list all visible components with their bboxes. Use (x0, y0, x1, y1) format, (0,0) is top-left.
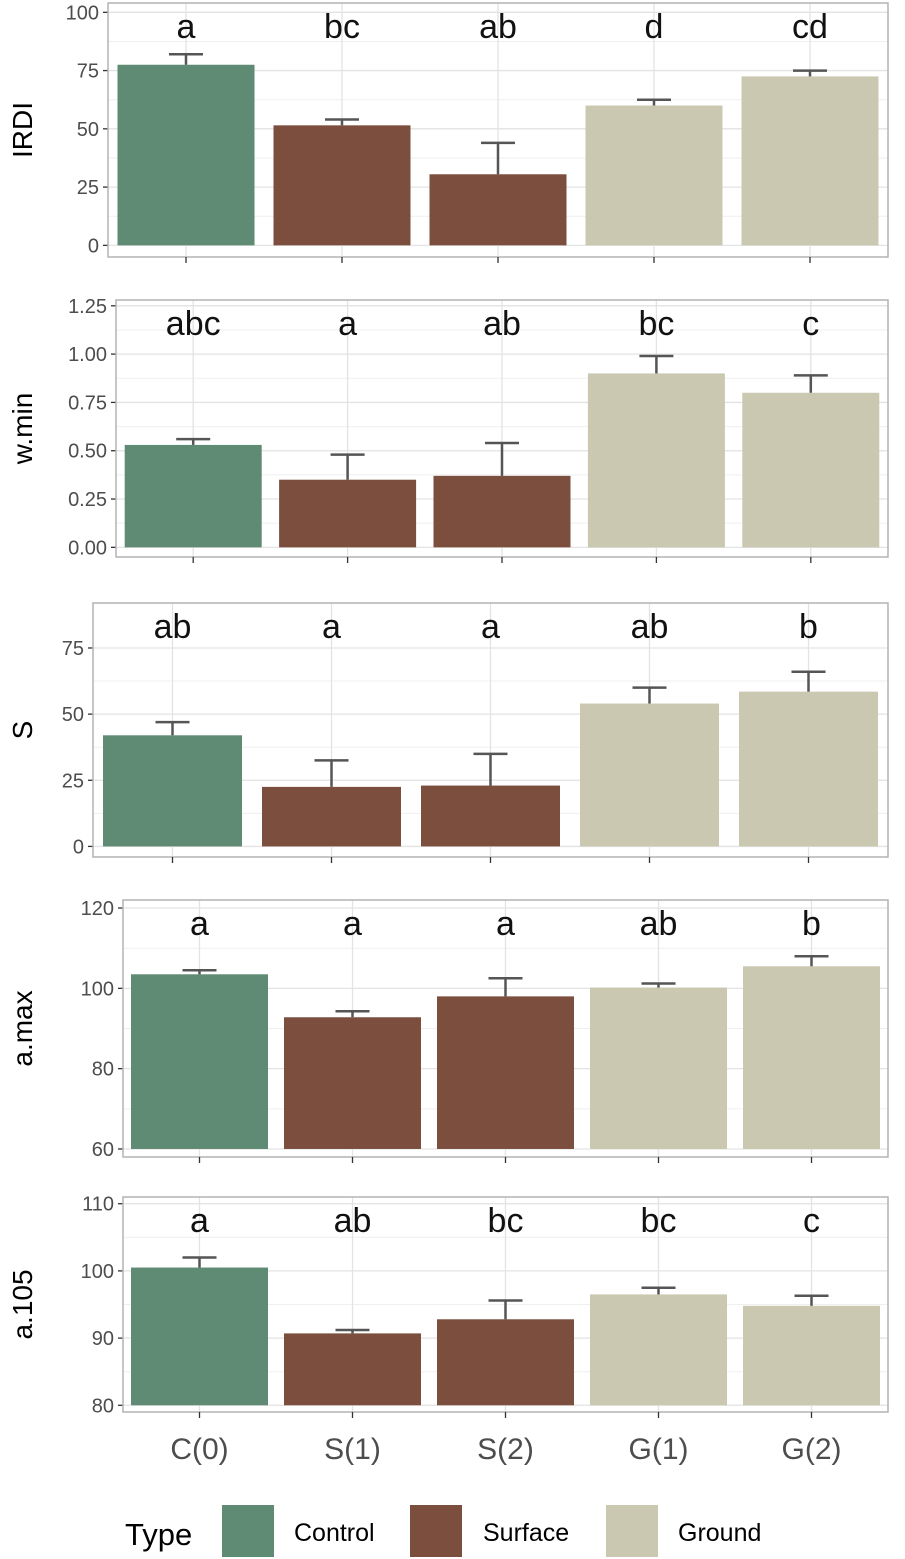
x-axis: C(0) S(1) S(2) G(1) G(2) (170, 1433, 841, 1466)
y-tick-label: 80 (92, 1059, 114, 1081)
significance-letter: b (799, 608, 818, 646)
legend-label-ground: Ground (678, 1519, 761, 1547)
significance-letter: c (802, 305, 819, 343)
bar-G(2) (743, 1305, 880, 1406)
significance-letter: a (338, 305, 357, 343)
y-axis-label: S (7, 721, 38, 740)
y-tick-label: 50 (77, 119, 99, 141)
legend-label-control: Control (294, 1519, 375, 1547)
significance-letter: ab (483, 305, 521, 343)
bar-C(0) (131, 1267, 268, 1406)
bar-G(2) (739, 691, 878, 847)
significance-letter: a (481, 608, 500, 646)
legend-swatch-ground (606, 1505, 658, 1557)
panel-a.max: 60 80 100 120 a a a ab b a.max (7, 898, 889, 1163)
legend-label-surface: Surface (483, 1519, 569, 1547)
panel-IRDI: 0 25 50 75 100 a bc ab d cd IRDI (7, 2, 889, 263)
bar-G(1) (590, 1294, 727, 1406)
y-tick-label: 0.50 (68, 441, 107, 463)
y-tick-label: 75 (77, 61, 99, 83)
significance-letter: ab (640, 905, 678, 943)
y-tick-label: 120 (81, 898, 114, 920)
y-tick-label: 1.00 (68, 344, 107, 366)
significance-letter: ab (479, 8, 517, 46)
significance-letter: abc (166, 305, 221, 343)
y-tick-label: 80 (92, 1395, 114, 1417)
y-tick-label: 25 (62, 770, 84, 792)
significance-letter: bc (488, 1202, 524, 1240)
bar-C(0) (131, 974, 268, 1149)
significance-letter: c (803, 1202, 820, 1240)
bar-S(2) (437, 996, 574, 1149)
significance-letter: a (190, 905, 209, 943)
x-tick-label: G(2) (782, 1433, 842, 1466)
y-tick-label: 75 (62, 638, 84, 660)
significance-letter: ab (154, 608, 192, 646)
bar-G(1) (590, 987, 727, 1149)
bar-S(2) (433, 475, 571, 548)
y-tick-label: 50 (62, 704, 84, 726)
x-tick-label: S(1) (324, 1433, 381, 1466)
bar-G(2) (743, 966, 880, 1149)
bar-S(1) (284, 1333, 421, 1406)
significance-letter: a (177, 8, 196, 46)
bar-C(0) (124, 444, 262, 548)
significance-letter: b (802, 905, 821, 943)
significance-letter: ab (631, 608, 669, 646)
bar-S(1) (284, 1017, 421, 1149)
bar-C(0) (117, 64, 255, 246)
y-tick-label: 1.25 (68, 296, 107, 318)
bar-G(1) (585, 105, 723, 246)
bar-G(2) (741, 76, 879, 246)
significance-letter: bc (641, 1202, 677, 1240)
significance-letter: a (322, 608, 341, 646)
legend-swatch-control (222, 1505, 274, 1557)
bar-S(2) (421, 785, 560, 847)
significance-letter: cd (792, 8, 828, 46)
bar-C(0) (103, 735, 242, 847)
bar-S(1) (279, 479, 417, 548)
significance-letter: bc (324, 8, 360, 46)
panel-a.105: 80 90 100 110 a ab bc bc c a.105 (7, 1194, 889, 1418)
y-axis-label: IRDI (7, 102, 38, 158)
bar-G(2) (742, 392, 880, 548)
bar-S(1) (273, 125, 411, 246)
bar-S(1) (262, 786, 401, 847)
x-tick-label: S(2) (477, 1433, 534, 1466)
legend-title: Type (125, 1517, 192, 1552)
significance-letter: ab (334, 1202, 372, 1240)
legend: Type Control Surface Ground (125, 1505, 761, 1557)
y-tick-label: 110 (82, 1194, 114, 1216)
bar-S(2) (437, 1319, 574, 1406)
bar-G(1) (580, 703, 719, 847)
significance-letter: bc (638, 305, 674, 343)
y-tick-label: 0 (73, 836, 84, 858)
y-tick-label: 25 (77, 177, 99, 199)
panel-S: 0 25 50 75 ab a a ab b S (7, 602, 889, 863)
x-tick-label: G(1) (629, 1433, 689, 1466)
y-tick-label: 0.00 (68, 537, 107, 559)
y-tick-label: 0.25 (68, 489, 107, 511)
significance-letter: a (343, 905, 362, 943)
legend-swatch-surface (410, 1505, 462, 1557)
y-tick-label: 0 (88, 235, 99, 257)
y-axis-label: w.min (7, 393, 38, 466)
panel-w.min: 0.00 0.25 0.50 0.75 1.00 1.25 abc a ab bc c w.min (7, 296, 889, 563)
significance-letter: a (190, 1202, 209, 1240)
x-tick-label: C(0) (170, 1433, 228, 1466)
y-tick-label: 100 (81, 1261, 114, 1283)
y-axis-label: a.max (7, 990, 38, 1066)
bar-G(1) (587, 373, 725, 548)
bar-S(2) (429, 174, 567, 246)
y-tick-label: 0.75 (68, 392, 107, 414)
y-tick-label: 60 (92, 1139, 114, 1161)
y-tick-label: 90 (92, 1328, 114, 1350)
significance-letter: a (496, 905, 515, 943)
significance-letter: d (645, 8, 664, 46)
y-tick-label: 100 (81, 978, 114, 1000)
y-axis-label: a.105 (7, 1269, 38, 1339)
y-tick-label: 100 (66, 2, 99, 24)
